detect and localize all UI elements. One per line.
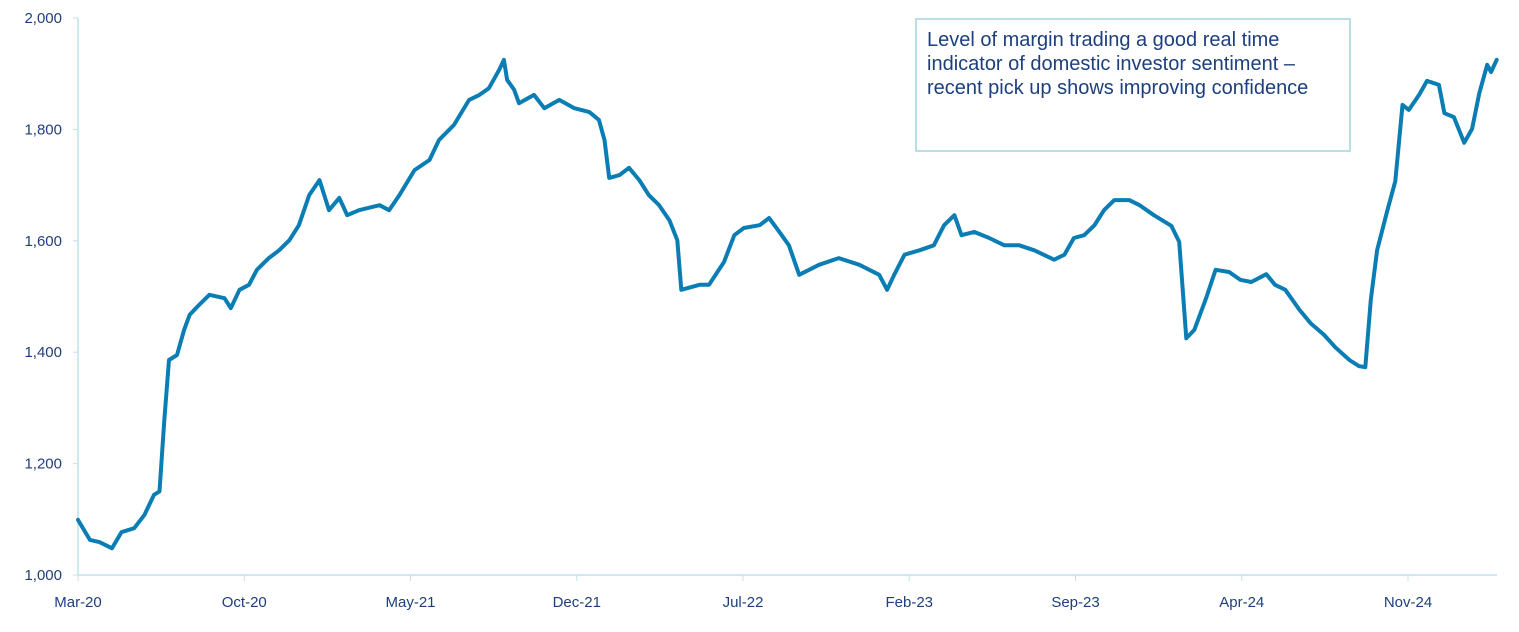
y-tick-label: 2,000 [24,10,62,27]
x-axis-ticks: Mar-20 Oct-20 May-21 Dec-21 Jul-22 Feb-23 Sep-… [54,575,1432,611]
y-tick-label: 1,800 [24,121,62,138]
x-tick-label: Jul-22 [723,594,764,611]
x-tick-label: Oct-20 [222,594,267,611]
y-axis-ticks: 1,000 1,200 1,400 1,600 1,800 2,000 [24,10,78,584]
x-tick-label: Mar-20 [54,594,102,611]
x-tick-label: Apr-24 [1219,594,1264,611]
y-tick-label: 1,600 [24,233,62,250]
annotation-box: Level of margin trading a good real time… [915,18,1351,152]
series-line [76,57,1499,551]
y-tick-label: 1,200 [24,456,62,473]
x-tick-label: May-21 [385,594,435,611]
y-tick-label: 1,000 [24,567,62,584]
y-tick-label: 1,400 [24,344,62,361]
x-tick-label: Feb-23 [885,594,933,611]
x-tick-label: Dec-21 [553,594,601,611]
x-tick-label: Nov-24 [1384,594,1432,611]
x-tick-label: Sep-23 [1051,594,1099,611]
